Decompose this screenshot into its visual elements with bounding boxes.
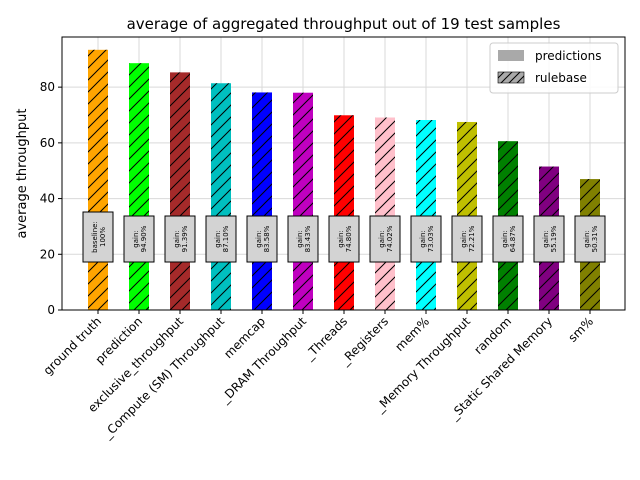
legend-swatch-predictions xyxy=(498,50,524,61)
annotation-box-0 xyxy=(82,211,114,263)
y-tick-label: 80 xyxy=(40,80,55,94)
y-tick-label: 40 xyxy=(40,192,55,206)
annotation-text-2: gain:91.39% xyxy=(173,225,189,252)
x-tick-label: sm% xyxy=(565,314,596,345)
bar-hatch-6 xyxy=(334,115,354,311)
annotation-text-10: gain:64.87% xyxy=(501,225,517,252)
legend-label-rulebase: rulebase xyxy=(535,71,587,85)
bar-hatch-5 xyxy=(293,92,313,310)
y-tick-label: 60 xyxy=(40,136,55,150)
annotation-box-3 xyxy=(205,215,237,263)
annotation-text-5: gain:83.43% xyxy=(296,225,312,252)
annotation-text-12: gain:50.31% xyxy=(583,225,599,252)
y-tick-label: 0 xyxy=(47,303,55,317)
bar-hatch-4 xyxy=(252,92,272,310)
y-axis-label: average throughput xyxy=(15,108,30,238)
bar-hatch-8 xyxy=(416,120,436,310)
bar-hatch-1 xyxy=(129,63,149,310)
gain-annotations: baseline:100% gain:94.90% gain:91.39% gain:… xyxy=(82,211,606,263)
x-tick-label: ground truth xyxy=(41,314,105,378)
annotation-text-3: gain:87.10% xyxy=(214,225,230,252)
bar-hatch-2 xyxy=(170,72,190,310)
annotation-text-11: gain:55.19% xyxy=(542,225,558,252)
annotation-text-9: gain:72.21% xyxy=(460,225,476,252)
annotation-box-4 xyxy=(246,215,278,263)
legend: predictions rulebase xyxy=(489,42,619,94)
annotation-box-10 xyxy=(492,215,524,263)
annotation-box-12 xyxy=(574,215,606,263)
annotation-text-1: gain:94.90% xyxy=(132,225,148,252)
annotation-box-8 xyxy=(410,215,442,263)
annotation-box-5 xyxy=(287,215,319,263)
annotation-box-1 xyxy=(123,215,155,263)
annotation-box-7 xyxy=(369,215,401,263)
legend-label-predictions: predictions xyxy=(535,49,601,63)
x-tick-label: mem% xyxy=(392,314,432,354)
y-tick-label: 20 xyxy=(40,247,55,261)
annotation-text-8: gain:73.03% xyxy=(419,225,435,252)
annotation-box-11 xyxy=(533,215,565,263)
x-axis-ticks: ground truthpredictionexclusive_throughp… xyxy=(41,310,596,442)
annotation-text-7: gain:74.02% xyxy=(378,225,394,252)
annotation-box-2 xyxy=(164,215,196,263)
bar-hatch-3 xyxy=(211,83,231,310)
legend-swatch-rulebase xyxy=(497,71,525,84)
annotation-box-6 xyxy=(328,215,360,263)
annotation-text-6: gain:74.80% xyxy=(337,225,353,252)
y-axis-ticks: 0 20 40 60 80 xyxy=(40,80,62,317)
chart-title: average of aggregated throughput out of … xyxy=(127,15,561,33)
annotation-box-9 xyxy=(451,215,483,263)
annotation-text-4: gain:83.58% xyxy=(255,225,271,252)
bar-hatch-0 xyxy=(88,49,108,311)
annotation-text-0: baseline:100% xyxy=(91,221,107,253)
bar-hatch-7 xyxy=(375,117,395,310)
